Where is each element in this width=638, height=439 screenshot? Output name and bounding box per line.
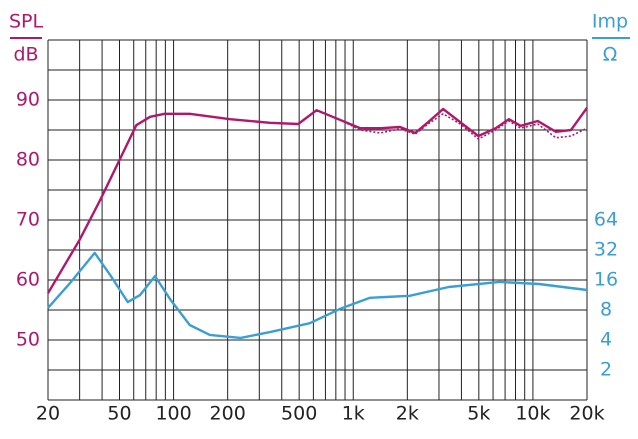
- y2-tick-label: 4: [600, 329, 612, 351]
- y-label-bottom: dB: [13, 44, 38, 66]
- y-tick-label: 80: [16, 149, 40, 171]
- x-tick-label: 100: [155, 403, 191, 425]
- y2-tick-label: 16: [594, 269, 618, 291]
- series-line: [46, 107, 588, 294]
- y2-tick-label: 32: [594, 239, 618, 261]
- y-tick-label: 90: [16, 89, 40, 111]
- x-tick-label: 20: [36, 403, 60, 425]
- series-line: [47, 251, 588, 340]
- y-tick-label: 70: [16, 209, 40, 231]
- y2-tick-label: 8: [600, 299, 612, 321]
- x-tick-label: 200: [210, 403, 246, 425]
- x-tick-label: 20k: [569, 403, 604, 425]
- series-line: [339, 113, 588, 140]
- x-tick-label: 500: [281, 403, 317, 425]
- y2-label-top: Imp: [592, 11, 628, 33]
- y-label-top: SPL: [9, 11, 44, 33]
- y-tick-label: 60: [16, 269, 40, 291]
- x-tick-label: 5k: [467, 403, 490, 425]
- x-tick-label: 1k: [342, 403, 365, 425]
- y2-tick-label: 2: [600, 359, 612, 381]
- y2-tick-label: 64: [594, 209, 618, 231]
- y2-label-bottom: Ω: [603, 44, 618, 66]
- x-tick-label: 50: [107, 403, 131, 425]
- x-tick-label: 10k: [515, 403, 550, 425]
- y-tick-label: 50: [16, 329, 40, 351]
- x-tick-label: 2k: [396, 403, 419, 425]
